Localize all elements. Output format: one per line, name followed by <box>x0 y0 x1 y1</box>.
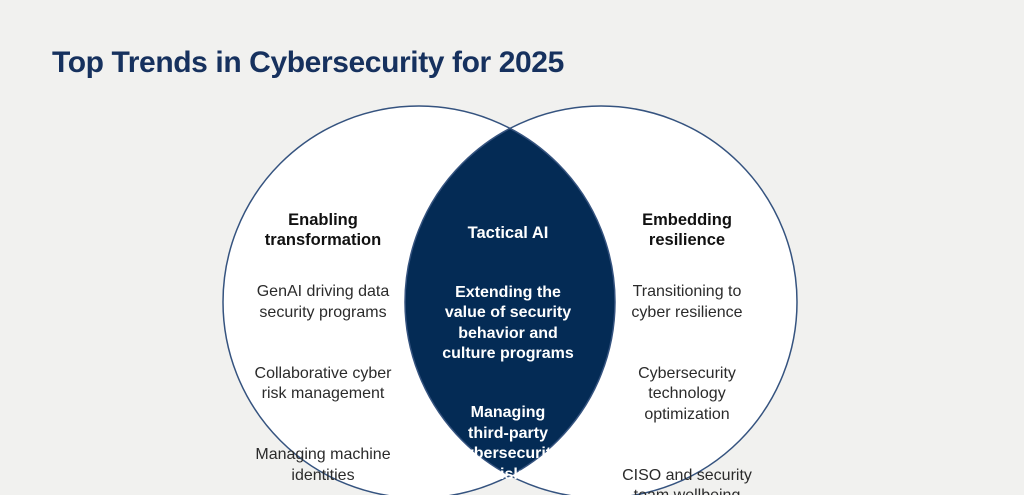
section-header-tactical-ai: Tactical AI <box>467 223 549 242</box>
left-circle-outline <box>222 105 616 495</box>
trend-item-genai-data-security: GenAI driving data security programs <box>256 283 390 321</box>
venn-section-tactical-ai: Tactical AI Extending the value of secur… <box>428 202 588 495</box>
trend-item-technology-optimization: Cybersecurity technology optimization <box>638 364 736 423</box>
right-circle-outline <box>404 105 798 495</box>
venn-section-enabling-transformation: Enabling transformation GenAI driving da… <box>228 189 418 495</box>
trend-item-collaborative-cyber-risk: Collaborative cyber risk management <box>254 364 392 403</box>
section-header-enabling-transformation: Enabling transformation <box>264 210 382 250</box>
trend-item-security-behavior-culture: Extending the value of security behavior… <box>442 283 574 363</box>
trend-item-third-party-risk: Managing third-party cybersecurity risk <box>455 404 561 483</box>
trend-item-ciso-wellbeing: CISO and security team wellbeing <box>622 466 752 495</box>
page-title: Top Trends in Cybersecurity for 2025 <box>52 46 564 79</box>
intersection-lens-shape <box>405 106 615 495</box>
trend-item-machine-identities: Managing machine identities <box>255 446 391 484</box>
trend-item-cyber-resilience: Transitioning to cyber resilience <box>631 283 743 321</box>
section-header-embedding-resilience: Embedding resilience <box>642 210 732 250</box>
venn-section-embedding-resilience: Embedding resilience Transitioning to cy… <box>592 189 782 495</box>
